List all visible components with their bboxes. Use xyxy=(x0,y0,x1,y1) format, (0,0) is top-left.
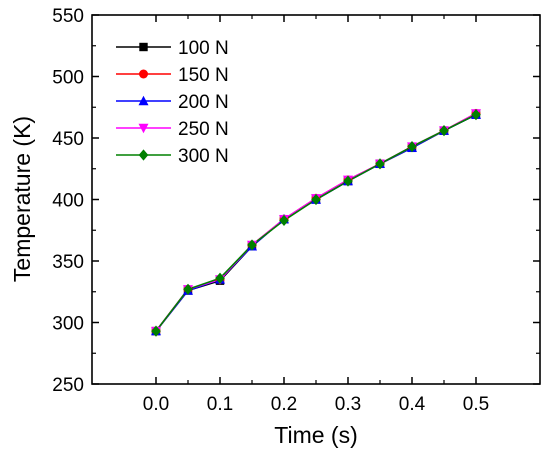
data-point xyxy=(311,193,321,206)
data-point xyxy=(215,272,225,284)
legend-marker xyxy=(139,69,148,79)
y-tick-label: 500 xyxy=(52,68,84,89)
legend-label: 150 N xyxy=(178,65,229,86)
legend-label: 200 N xyxy=(178,92,229,113)
series-markers xyxy=(151,108,481,337)
legend-marker xyxy=(138,149,149,161)
y-tick-label: 250 xyxy=(52,375,84,396)
x-tick-label: 0.3 xyxy=(335,394,361,415)
x-tick-label: 0.5 xyxy=(463,394,489,415)
legend-label: 250 N xyxy=(178,119,229,140)
y-tick-label: 400 xyxy=(52,191,84,212)
legend: 100 N 150 N 200 N 250 N 300 N xyxy=(116,38,229,167)
data-point xyxy=(375,158,385,170)
legend-marker xyxy=(138,95,149,106)
x-tick-label: 0.0 xyxy=(143,394,169,415)
legend-marker xyxy=(139,42,148,52)
legend-label: 100 N xyxy=(178,38,229,59)
data-point xyxy=(471,109,481,121)
legend-label: 300 N xyxy=(178,146,229,167)
y-tick-label: 350 xyxy=(52,252,84,273)
y-tick-label: 300 xyxy=(52,314,84,335)
y-tick-label: 550 xyxy=(52,6,84,27)
x-tick-label: 0.2 xyxy=(271,394,297,415)
legend-marker xyxy=(138,123,149,134)
axis-ticks: 0.0 0.1 0.2 0.3 0.4 0.5 250 300 350 400 450 500 550 xyxy=(52,6,540,415)
x-axis-title: Time (s) xyxy=(274,422,357,448)
data-point xyxy=(247,239,257,251)
plot-frame xyxy=(91,14,541,385)
y-axis-title: Temperature (K) xyxy=(9,116,35,282)
data-point xyxy=(279,214,289,227)
y-tick-label: 450 xyxy=(52,129,84,150)
data-point xyxy=(151,325,161,337)
data-point xyxy=(183,283,193,295)
data-point xyxy=(407,141,417,153)
data-point xyxy=(343,175,353,187)
data-point xyxy=(439,125,449,137)
x-tick-label: 0.1 xyxy=(207,394,233,415)
x-tick-label: 0.4 xyxy=(399,394,426,415)
